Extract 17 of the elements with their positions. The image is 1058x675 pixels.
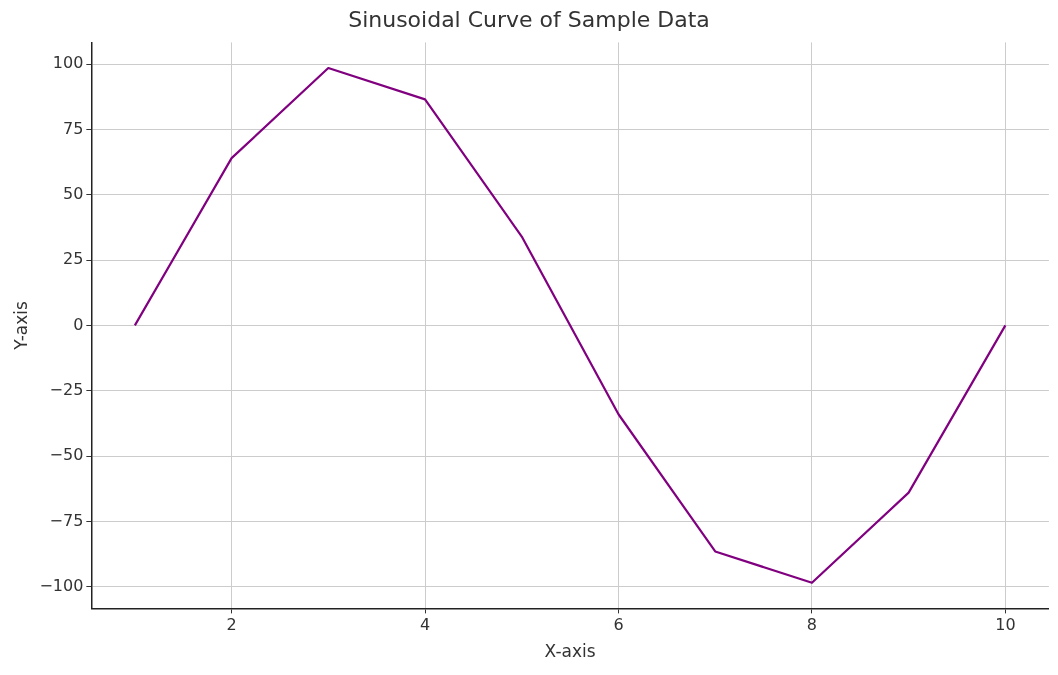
x-tick-label: 8: [806, 615, 818, 635]
y-tick-label: 0: [73, 314, 84, 334]
y-tick-label: 100: [52, 53, 84, 73]
y-tick-label: −100: [39, 575, 84, 595]
x-axis-title: X-axis: [544, 641, 596, 662]
y-tick-label: 25: [62, 249, 84, 269]
x-tick-label: 6: [613, 615, 624, 635]
y-tick-label: 50: [62, 183, 84, 203]
y-tick-label: 75: [62, 118, 84, 138]
y-tick-label: −75: [49, 510, 84, 530]
y-axis-title: Y-axis: [10, 300, 31, 351]
x-tick-label: 4: [419, 615, 431, 635]
y-tick-label: −50: [49, 445, 84, 465]
x-tick-label: 10: [995, 615, 1016, 635]
y-tick-label: −25: [49, 379, 84, 399]
chart-title: Sinusoidal Curve of Sample Data: [348, 6, 710, 32]
x-tick-label: 2: [226, 615, 237, 635]
